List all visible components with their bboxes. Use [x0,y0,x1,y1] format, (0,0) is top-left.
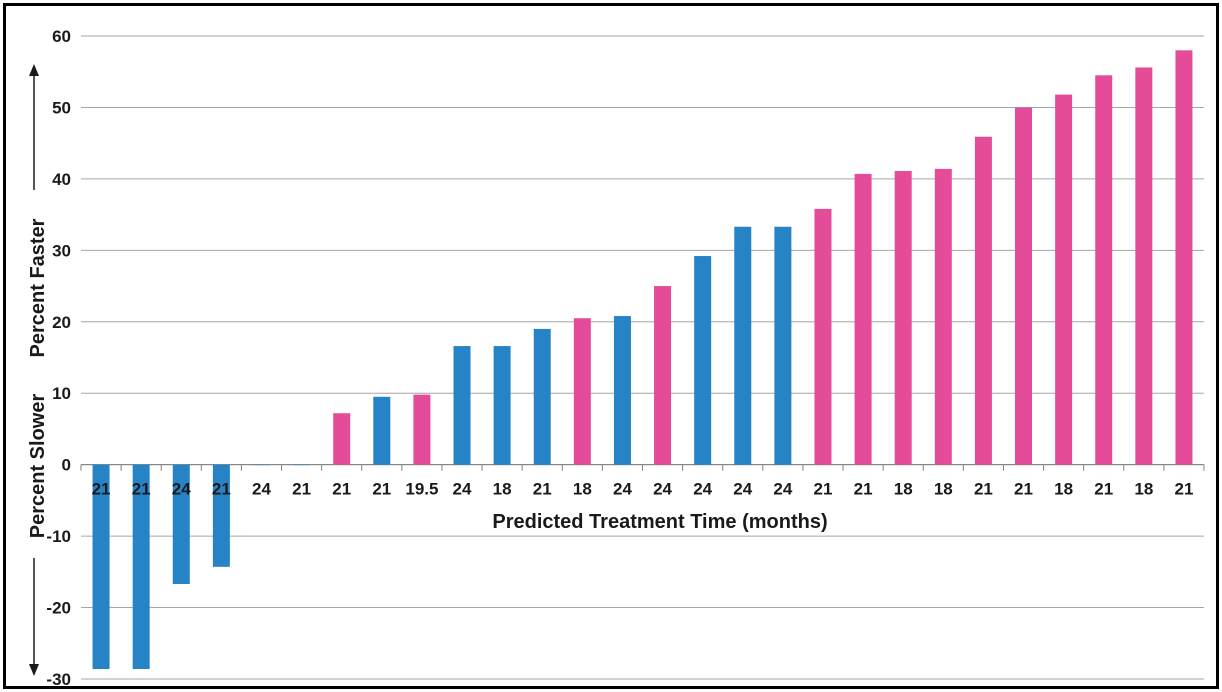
y-tick-label: -30 [46,670,71,686]
x-tick-label: 21 [292,480,311,499]
x-tick-label: 24 [453,480,472,499]
bar-16 [694,256,712,465]
bar-15 [654,286,672,465]
y-axis-ticks: 60 50 40 30 20 10 0 -10 -20 -30 [46,27,71,686]
slower-arrow-head [29,664,39,676]
x-tick-label: 21 [814,480,833,499]
x-tick-label: 21 [332,480,351,499]
bar-28 [1175,50,1193,465]
bar-5 [252,464,270,466]
bar-22 [934,168,952,465]
bar-11 [493,346,511,465]
x-tick-label: 21 [1094,480,1113,499]
x-tick-label: 24 [773,480,792,499]
bar-4 [212,464,230,567]
bar-18 [774,226,792,465]
bar-8 [373,396,391,465]
y-axis-label-group: Percent Faster Percent Slower [27,64,49,676]
bar-20 [854,173,872,465]
x-tick-label: 21 [1014,480,1033,499]
bar-13 [573,318,591,465]
chart-frame: 60 50 40 30 20 10 0 -10 -20 -30 21 21 24 21 24 21 21 21 1… [3,3,1219,689]
bar-chart: 60 50 40 30 20 10 0 -10 -20 -30 21 21 24 21 24 21 21 21 1… [27,27,1205,686]
x-tick-label: 18 [1134,480,1153,499]
x-tick-label: 21 [1174,480,1193,499]
x-tick-label: 21 [92,480,111,499]
bar-9 [413,394,431,465]
x-tick-label: 24 [733,480,752,499]
y-tick-label: 50 [52,98,71,117]
bar-7 [333,413,351,465]
x-tick-label: 21 [372,480,391,499]
bar-19 [814,208,832,465]
x-tick-label: 24 [172,480,191,499]
x-tick-label: 18 [573,480,592,499]
y-tick-label: -20 [46,599,71,618]
x-tick-label: 24 [653,480,672,499]
y-tick-label: 40 [52,170,71,189]
x-tick-label: 18 [934,480,953,499]
x-tick-label: 21 [854,480,873,499]
x-tick-label: 21 [533,480,552,499]
x-tick-label: 21 [212,480,231,499]
bar-2 [132,464,150,669]
bar-24 [1015,107,1033,465]
x-tick-label: 21 [132,480,151,499]
bar-27 [1135,67,1153,465]
bar-6 [293,464,311,466]
bar-10 [453,346,471,465]
bar-17 [734,226,752,465]
x-tick-label: 19.5 [405,480,438,499]
x-tick-label: 18 [894,480,913,499]
y-tick-label: 20 [52,313,71,332]
faster-arrow-head [29,64,39,76]
bar-1 [92,464,110,669]
x-tick-label: 24 [613,480,632,499]
bar-3 [172,464,190,584]
x-axis-ticks: 21 21 24 21 24 21 21 21 19.5 24 18 21 18 24 24 24 24 24 21… [92,480,1194,499]
y-tick-label: 10 [52,384,71,403]
x-tick-label: 21 [974,480,993,499]
x-tick-label: 24 [693,480,712,499]
bar-14 [613,316,631,465]
x-axis-label: Predicted Treatment Time (months) [492,511,827,533]
bars [92,50,1193,669]
x-tick-label: 24 [252,480,271,499]
gridlines [80,35,1205,680]
bar-26 [1095,75,1113,465]
bar-12 [533,328,551,465]
y-tick-label: 0 [62,456,71,475]
bar-25 [1055,94,1073,465]
y-axis-label-faster: Percent Faster [27,218,49,357]
x-tick-label: 18 [493,480,512,499]
bar-21 [894,171,912,465]
y-tick-label: 60 [52,27,71,46]
y-axis-label-slower: Percent Slower [27,394,49,539]
y-tick-label: -10 [46,527,71,546]
x-tick-label: 18 [1054,480,1073,499]
bar-23 [974,136,992,465]
y-tick-label: 30 [52,241,71,260]
